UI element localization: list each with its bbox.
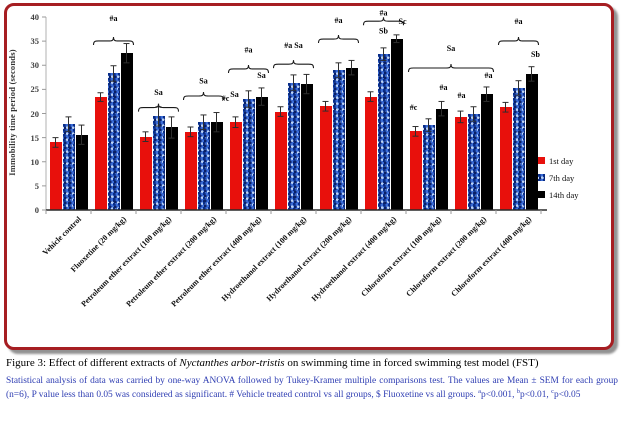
- bar-14th-day-g4: [255, 96, 268, 210]
- significance-label: #a: [485, 71, 493, 80]
- y-tick-label: 20: [30, 108, 40, 119]
- bar-14th-day-g10: [525, 73, 538, 210]
- bar-7th-day-g8: [422, 125, 435, 210]
- y-tick-label: 15: [30, 132, 40, 143]
- significance-brace: [497, 36, 540, 46]
- significance-label: Sa: [257, 71, 265, 80]
- bar-1st-day-g0: [49, 142, 62, 210]
- bar-7th-day-g6: [332, 70, 345, 210]
- y-tick-label: 35: [30, 36, 40, 47]
- sup-b: b: [516, 387, 521, 395]
- bar-14th-day-g1: [120, 53, 133, 210]
- bar-1st-day-g10: [499, 107, 512, 210]
- chart-legend: 1st day 7th day 14th day: [538, 152, 579, 203]
- bar-7th-day-g2: [152, 116, 165, 210]
- y-tick-label: 30: [30, 60, 40, 71]
- bar-14th-day-g0: [75, 134, 88, 210]
- figure-title-suffix: on swimming time in forced swimming test…: [284, 357, 539, 369]
- significance-brace: [137, 103, 180, 112]
- y-tick-label: 25: [30, 84, 40, 95]
- pvalue-c: p<0.05: [554, 390, 581, 401]
- legend-item: 14th day: [538, 186, 579, 203]
- pvalue-b: p<0.01,: [520, 390, 552, 401]
- legend-swatch-icon: [538, 157, 545, 164]
- significance-label: #a: [440, 83, 448, 92]
- bar-1st-day-g1: [94, 97, 107, 210]
- y-tick-label: 40: [30, 12, 40, 22]
- significance-label: Sa: [230, 90, 238, 99]
- sup-a: a: [478, 387, 482, 395]
- bar-14th-day-g6: [345, 67, 358, 210]
- bar-7th-day-g0: [62, 124, 75, 210]
- statistics-text: Statistical analysis of data was carried…: [6, 376, 618, 401]
- bar-14th-day-g5: [300, 84, 313, 210]
- figure-title: Figure 3: Effect of different extracts o…: [6, 357, 618, 369]
- significance-label: #a: [515, 17, 523, 26]
- bar-14th-day-g3: [210, 122, 223, 210]
- significance-brace: [272, 60, 315, 69]
- significance-brace: [182, 91, 225, 101]
- significance-label: Sa: [447, 44, 455, 53]
- bar-1st-day-g7: [364, 96, 377, 210]
- legend-item: 7th day: [538, 169, 579, 186]
- bar-1st-day-g2: [139, 136, 152, 210]
- bar-1st-day-g8: [409, 131, 422, 210]
- significance-label: #c: [222, 94, 230, 103]
- significance-brace: [227, 64, 270, 73]
- pvalue-a: p<0.001,: [481, 390, 517, 401]
- significance-brace: [317, 35, 360, 44]
- significance-brace: [362, 17, 405, 26]
- bar-1st-day-g5: [274, 111, 287, 210]
- legend-swatch-icon: [538, 174, 545, 181]
- significance-brace: [407, 63, 495, 73]
- sup-c: c: [551, 387, 554, 395]
- legend-label: 14th day: [549, 189, 579, 200]
- bar-1st-day-g6: [319, 106, 332, 210]
- legend-label: 7th day: [549, 172, 575, 183]
- significance-label: #a: [245, 46, 253, 55]
- significance-label: #a: [458, 91, 466, 100]
- bar-7th-day-g1: [107, 73, 120, 210]
- bar-14th-day-g7: [390, 38, 403, 210]
- y-tick-label: 5: [34, 180, 39, 191]
- significance-label: #c: [410, 103, 418, 112]
- bar-7th-day-g3: [197, 122, 210, 210]
- chart-frame: Immobility time period (seconds) 1st day…: [4, 3, 614, 350]
- bar-1st-day-g9: [454, 116, 467, 210]
- bar-14th-day-g8: [435, 108, 448, 210]
- significance-brace: [92, 36, 135, 46]
- significance-label: Sa: [154, 88, 162, 97]
- y-tick-label: 0: [34, 205, 39, 215]
- bar-1st-day-g3: [184, 131, 197, 210]
- bar-chart: Immobility time period (seconds) 1st day…: [7, 6, 611, 347]
- significance-label: #a: [380, 9, 388, 18]
- bar-7th-day-g5: [287, 82, 300, 210]
- bar-14th-day-g2: [165, 127, 178, 210]
- significance-label: Sa: [199, 77, 207, 86]
- legend-label: 1st day: [549, 155, 574, 166]
- significance-label: Sb: [531, 50, 540, 59]
- figure-title-prefix: Figure 3: Effect of different extracts o…: [6, 357, 180, 369]
- species-name: Nyctanthes arbor-tristis: [179, 357, 285, 369]
- bar-7th-day-g4: [242, 99, 255, 210]
- bar-14th-day-g9: [480, 94, 493, 210]
- significance-label: #a: [110, 14, 118, 23]
- bar-7th-day-g9: [467, 113, 480, 210]
- bar-7th-day-g7: [377, 54, 390, 210]
- legend-item: 1st day: [538, 152, 579, 169]
- significance-label: #a: [335, 16, 343, 25]
- significance-label: Sb: [379, 26, 388, 35]
- bar-7th-day-g10: [512, 87, 525, 210]
- statistics-note: Statistical analysis of data was carried…: [6, 374, 618, 402]
- legend-swatch-icon: [538, 191, 545, 198]
- y-tick-label: 10: [30, 156, 40, 167]
- bar-1st-day-g4: [229, 122, 242, 210]
- figure-caption: Figure 3: Effect of different extracts o…: [6, 357, 618, 402]
- significance-label: #a Sa: [284, 41, 302, 50]
- significance-label: Sc: [399, 17, 407, 26]
